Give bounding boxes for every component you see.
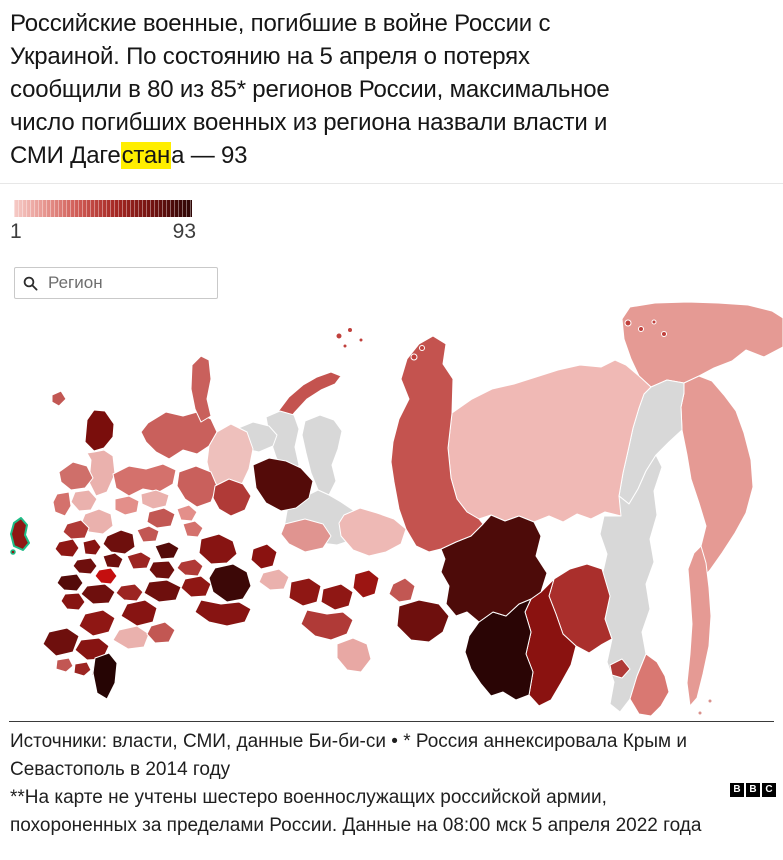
region-krasnoyarsk[interactable] [390,335,484,553]
region-voronezh[interactable] [80,583,116,605]
region-kaliningrad[interactable] [51,390,67,407]
region-leningrad[interactable] [58,461,94,491]
region-bryansk[interactable] [54,538,80,558]
region-search-box[interactable] [14,267,218,299]
region-north-ossetia[interactable] [73,661,92,677]
region-khakassia[interactable] [388,577,416,603]
region-nizhny-novgorod[interactable] [146,507,176,529]
region-bashkortostan[interactable] [208,563,252,603]
region-tyva[interactable] [396,599,450,643]
region-vladimir[interactable] [136,525,160,543]
arctic-islands [335,319,667,361]
region-kabardino-balkaria[interactable] [55,657,74,673]
region-penza[interactable] [148,560,176,580]
bbc-logo-letter: C [762,783,776,797]
region-novosibirsk[interactable] [320,583,354,611]
region-novgorod[interactable] [70,489,98,512]
legend-min-label: 1 [10,220,22,243]
region-tula[interactable] [102,552,124,569]
region-irkutsk[interactable] [440,514,548,623]
region-arkhangelsk-north[interactable] [190,355,212,423]
region-murmansk[interactable] [84,409,115,452]
title-highlight: стан [120,142,172,169]
footer-divider [9,721,774,722]
region-moscow[interactable] [102,529,136,555]
region-kamchatka[interactable] [680,375,754,584]
region-orenburg[interactable] [194,599,252,627]
russia-choropleth-map [10,301,783,717]
region-astrakhan[interactable] [146,621,176,644]
region-smolensk[interactable] [62,519,90,540]
region-dagestan[interactable] [92,652,118,700]
region-ulyanovsk[interactable] [176,558,204,577]
region-kirov[interactable] [176,465,218,508]
footnote-text: **На карте не учтены шестеро военнослужа… [10,787,702,836]
region-chuvashia[interactable] [182,520,204,538]
map-regions [10,301,783,717]
bbc-logo-letter: B [746,783,760,797]
kuril-islands [697,698,713,716]
region-saratov[interactable] [143,579,182,603]
region-tyumen[interactable] [280,518,332,553]
region-lipetsk[interactable] [94,567,118,585]
region-sakhalin[interactable] [686,545,712,707]
region-kursk[interactable] [56,573,84,592]
region-omsk[interactable] [288,577,322,607]
source-text: Источники: власти, СМИ, данные Би-би-си … [10,731,687,780]
region-altai-krai[interactable] [300,609,354,641]
region-sevastopol[interactable] [10,549,16,555]
search-icon [23,276,38,291]
region-vologda[interactable] [112,463,177,497]
region-perm[interactable] [212,478,252,517]
region-kostroma[interactable] [140,489,170,510]
region-belgorod[interactable] [60,592,86,611]
page-title: Российские военные, погибшие в войне Рос… [10,10,610,169]
region-karelia[interactable] [86,449,116,497]
region-yamal-west[interactable] [265,410,300,478]
region-kurgan[interactable] [258,568,290,591]
region-orel[interactable] [72,557,98,575]
region-chelyabinsk[interactable] [250,543,278,570]
region-kaluga[interactable] [82,538,102,556]
region-kalmykia[interactable] [112,625,150,650]
region-sverdlovsk[interactable] [252,457,314,512]
region-primorye[interactable] [629,653,670,717]
region-samara[interactable] [180,575,212,598]
color-scale-legend: 1 93 [10,200,196,244]
title-divider [0,183,783,184]
region-crimea[interactable] [10,517,30,551]
region-kemerovo[interactable] [352,569,380,599]
region-mari-el[interactable] [176,504,198,522]
region-mordovia[interactable] [154,541,180,560]
bbc-logo-letter: B [730,783,744,797]
region-chukotka[interactable] [621,301,783,388]
region-arkhangelsk[interactable] [140,411,218,460]
region-jewish-ao[interactable] [609,658,631,679]
region-search-input[interactable] [46,272,209,294]
region-krasnodar[interactable] [42,627,80,657]
legend-gradient-bar [14,200,192,217]
region-tambov[interactable] [115,583,144,602]
region-tomsk[interactable] [338,507,407,557]
region-altai-republic[interactable] [336,637,372,673]
region-yamal-east[interactable] [301,414,343,496]
footer: Источники: власти, СМИ, данные Би-би-си … [0,722,783,850]
region-yaroslavl[interactable] [114,495,140,516]
region-tatarstan[interactable] [198,533,238,565]
region-ryazan[interactable] [126,551,152,570]
region-rostov[interactable] [78,609,116,637]
region-pskov[interactable] [52,491,72,517]
region-volgograd[interactable] [120,599,158,627]
legend-max-label: 93 [172,220,196,243]
